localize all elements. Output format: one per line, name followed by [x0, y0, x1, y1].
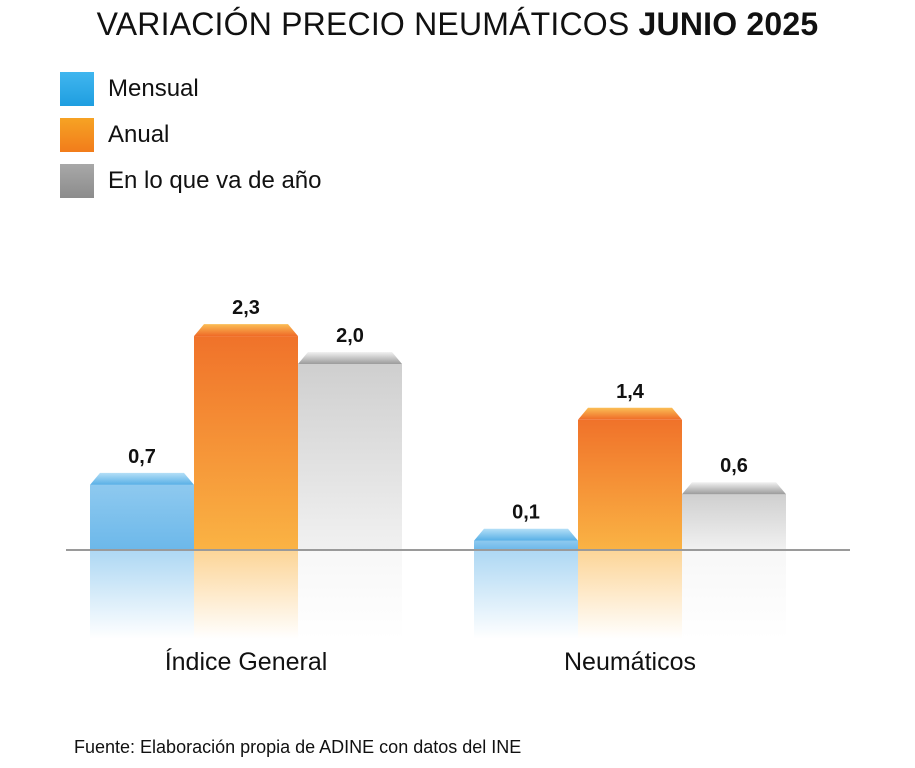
- data-label-indice-general-en-lo-que-va-de-ano: 2,0: [336, 325, 364, 347]
- bar-indice-general-anual: [194, 336, 298, 550]
- bar-reflection-indice-general-anual: [194, 551, 298, 639]
- legend-swatch-mensual: [60, 71, 94, 106]
- bar-reflection-indice-general-en-lo-que-va-de-ano: [298, 551, 402, 639]
- chart-title: VARIACIÓN PRECIO NEUMÁTICOS JUNIO 2025: [0, 6, 915, 43]
- data-label-neumaticos-anual: 1,4: [616, 381, 645, 403]
- data-label-neumaticos-mensual: 0,1: [512, 502, 540, 524]
- chart-title-prefix: VARIACIÓN PRECIO NEUMÁTICOS: [96, 6, 630, 42]
- bar-neumaticos-mensual: [474, 540, 578, 550]
- bar-reflection-neumaticos-mensual: [474, 551, 578, 639]
- bar-cap-neumaticos-en-lo-que-va-de-ano: [682, 482, 786, 495]
- legend-item-mensual: Mensual: [60, 71, 322, 106]
- bar-reflection-neumaticos-anual: [578, 551, 682, 639]
- legend-swatch-anual: [60, 117, 94, 152]
- bar-cap-neumaticos-anual: [578, 407, 682, 420]
- bar-neumaticos-anual: [578, 419, 682, 550]
- category-label-indice-general: Índice General: [165, 647, 328, 676]
- legend-item-en-lo-que-va-de-ano: En lo que va de año: [60, 163, 322, 198]
- source-note: Fuente: Elaboración propia de ADINE con …: [74, 737, 522, 757]
- bar-reflection-indice-general-mensual: [90, 551, 194, 639]
- data-label-indice-general-anual: 2,3: [232, 297, 260, 319]
- legend-label-mensual: Mensual: [108, 74, 199, 102]
- bar-reflection-neumaticos-en-lo-que-va-de-ano: [682, 551, 786, 639]
- data-label-indice-general-mensual: 0,7: [128, 446, 156, 468]
- bar-cap-indice-general-en-lo-que-va-de-ano: [298, 352, 402, 364]
- legend-item-anual: Anual: [60, 117, 322, 152]
- bar-cap-indice-general-mensual: [90, 472, 194, 485]
- bar-cap-indice-general-anual: [194, 324, 298, 337]
- data-label-neumaticos-en-lo-que-va-de-ano: 0,6: [720, 455, 748, 477]
- bar-cap-neumaticos-mensual: [474, 528, 578, 541]
- chart-title-highlight: JUNIO 2025: [638, 6, 819, 42]
- category-label-neumaticos: Neumáticos: [564, 648, 696, 676]
- bar-indice-general-en-lo-que-va-de-ano: [298, 364, 402, 550]
- bar-neumaticos-en-lo-que-va-de-ano: [682, 494, 786, 550]
- legend-swatch-en-lo-que-va-de-ano: [60, 163, 94, 198]
- legend-label-anual: Anual: [108, 120, 170, 148]
- legend-label-en-lo-que-va-de-ano: En lo que va de año: [108, 166, 322, 194]
- legend: Mensual Anual En lo que va de año: [60, 71, 322, 209]
- bar-indice-general-mensual: [90, 484, 194, 550]
